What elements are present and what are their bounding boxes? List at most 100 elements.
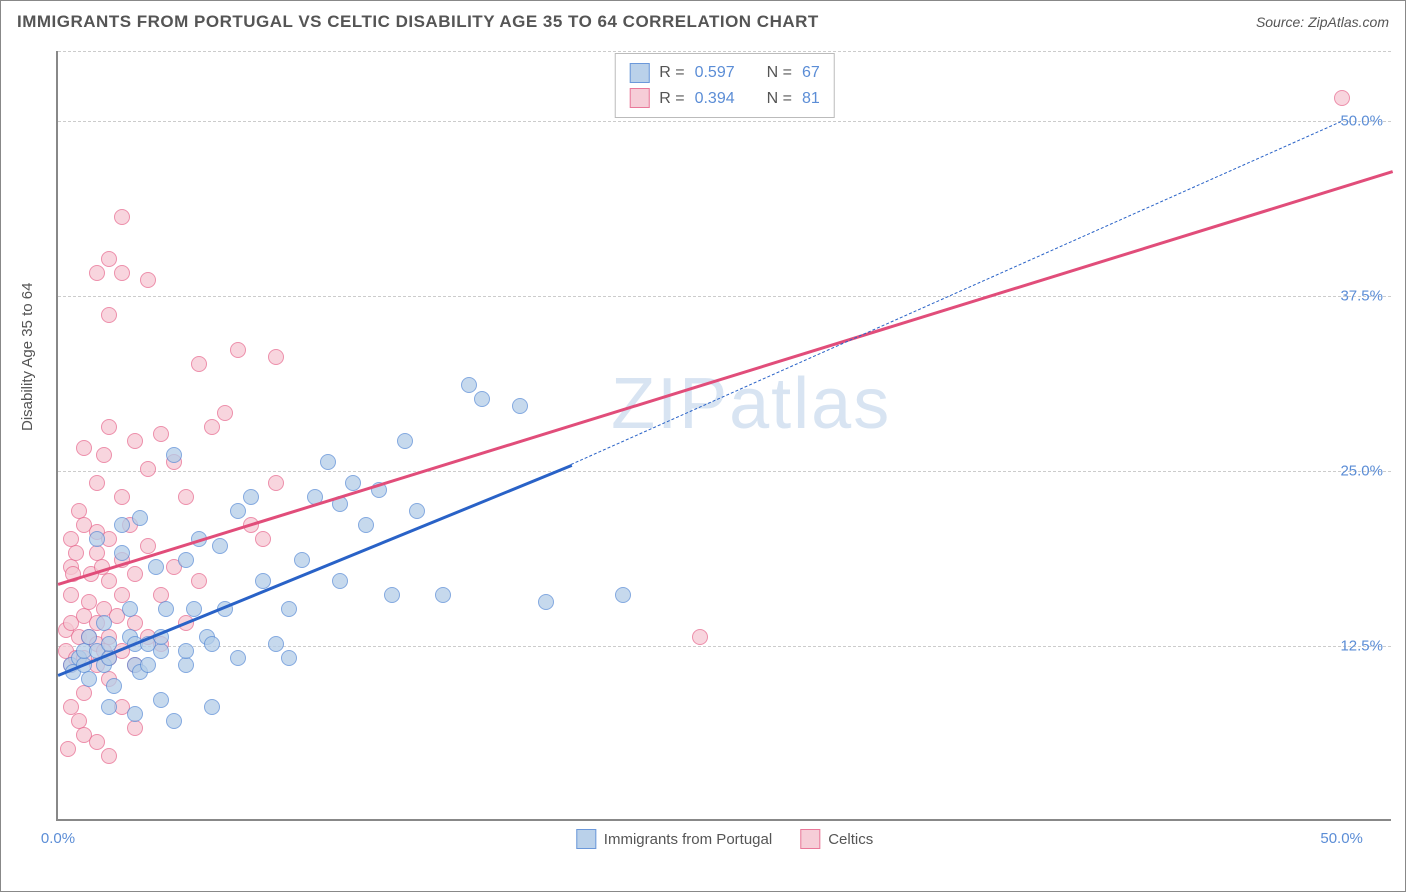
y-tick-label: 12.5% — [1340, 638, 1383, 655]
data-point — [89, 531, 105, 547]
data-point — [96, 615, 112, 631]
chart-container: IMMIGRANTS FROM PORTUGAL VS CELTIC DISAB… — [0, 0, 1406, 892]
data-point — [191, 573, 207, 589]
n-value-1: 67 — [802, 60, 820, 86]
header: IMMIGRANTS FROM PORTUGAL VS CELTIC DISAB… — [1, 1, 1405, 43]
data-point — [76, 685, 92, 701]
data-point — [178, 643, 194, 659]
data-point — [178, 552, 194, 568]
n-label: N = — [767, 86, 792, 112]
y-tick-label: 37.5% — [1340, 288, 1383, 305]
data-point — [140, 272, 156, 288]
data-point — [474, 391, 490, 407]
data-point — [212, 538, 228, 554]
n-label: N = — [767, 60, 792, 86]
data-point — [114, 265, 130, 281]
series1-label: Immigrants from Portugal — [604, 831, 772, 848]
data-point — [153, 643, 169, 659]
data-point — [384, 587, 400, 603]
data-point — [132, 510, 148, 526]
data-point — [140, 461, 156, 477]
data-point — [76, 440, 92, 456]
data-point — [153, 426, 169, 442]
y-axis-label: Disability Age 35 to 64 — [19, 283, 36, 431]
data-point — [101, 748, 117, 764]
r-label: R = — [659, 86, 684, 112]
series2-label: Celtics — [828, 831, 873, 848]
data-point — [243, 489, 259, 505]
data-point — [268, 475, 284, 491]
data-point — [114, 545, 130, 561]
regression-line-dashed — [571, 121, 1342, 465]
data-point — [204, 699, 220, 715]
data-point — [268, 349, 284, 365]
y-tick-label: 25.0% — [1340, 463, 1383, 480]
legend-item-1: Immigrants from Portugal — [576, 829, 772, 849]
data-point — [435, 587, 451, 603]
data-point — [166, 447, 182, 463]
data-point — [692, 629, 708, 645]
data-point — [281, 650, 297, 666]
legend-stats: R = 0.597 N = 67 R = 0.394 N = 81 — [614, 53, 835, 118]
data-point — [148, 559, 164, 575]
data-point — [204, 636, 220, 652]
source-label: Source: ZipAtlas.com — [1256, 14, 1389, 30]
data-point — [140, 657, 156, 673]
data-point — [268, 636, 284, 652]
legend-stats-row-1: R = 0.597 N = 67 — [629, 60, 820, 86]
data-point — [538, 594, 554, 610]
legend-stats-row-2: R = 0.394 N = 81 — [629, 86, 820, 112]
data-point — [204, 419, 220, 435]
r-value-1: 0.597 — [695, 60, 735, 86]
data-point — [127, 566, 143, 582]
r-value-2: 0.394 — [695, 86, 735, 112]
data-point — [114, 489, 130, 505]
data-point — [101, 419, 117, 435]
data-point — [178, 657, 194, 673]
data-point — [89, 265, 105, 281]
gridline — [58, 121, 1391, 122]
data-point — [178, 489, 194, 505]
data-point — [217, 405, 233, 421]
data-point — [255, 531, 271, 547]
x-tick-label: 50.0% — [1320, 830, 1363, 847]
gridline — [58, 471, 1391, 472]
data-point — [101, 699, 117, 715]
data-point — [68, 545, 84, 561]
regression-line — [58, 170, 1394, 585]
data-point — [153, 692, 169, 708]
data-point — [106, 678, 122, 694]
data-point — [512, 398, 528, 414]
data-point — [461, 377, 477, 393]
data-point — [127, 706, 143, 722]
swatch-series1 — [629, 63, 649, 83]
data-point — [114, 517, 130, 533]
data-point — [63, 587, 79, 603]
swatch-series1 — [576, 829, 596, 849]
data-point — [96, 447, 112, 463]
data-point — [332, 573, 348, 589]
data-point — [320, 454, 336, 470]
data-point — [81, 594, 97, 610]
data-point — [230, 503, 246, 519]
data-point — [122, 601, 138, 617]
gridline — [58, 51, 1391, 52]
data-point — [140, 538, 156, 554]
data-point — [294, 552, 310, 568]
data-point — [191, 356, 207, 372]
legend-series: Immigrants from Portugal Celtics — [576, 829, 873, 849]
data-point — [1334, 90, 1350, 106]
x-tick-label: 0.0% — [41, 830, 75, 847]
data-point — [281, 601, 297, 617]
data-point — [89, 475, 105, 491]
data-point — [114, 209, 130, 225]
data-point — [158, 601, 174, 617]
data-point — [230, 342, 246, 358]
data-point — [127, 720, 143, 736]
n-value-2: 81 — [802, 86, 820, 112]
data-point — [397, 433, 413, 449]
plot-area: ZIPatlas R = 0.597 N = 67 R = 0.394 N = … — [56, 51, 1391, 821]
data-point — [81, 671, 97, 687]
data-point — [89, 734, 105, 750]
swatch-series2 — [629, 88, 649, 108]
